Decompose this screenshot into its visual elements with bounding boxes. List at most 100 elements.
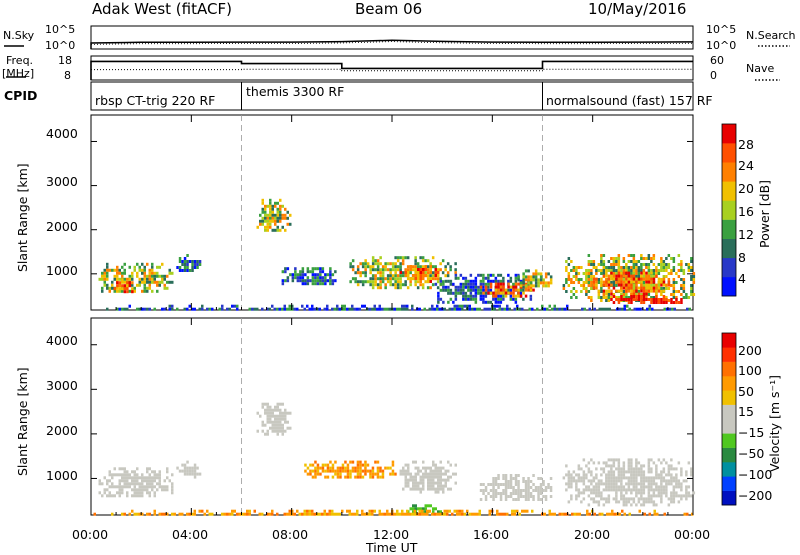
echo-cell-1-8 (548, 509, 551, 513)
echo-cell-0-10 (587, 281, 591, 284)
echo-cell-1-7 (640, 494, 643, 498)
echo-cell-0-13 (688, 307, 691, 311)
echo-cell-0-10 (667, 278, 671, 281)
echo-cell-1-5 (437, 510, 440, 514)
echo-cell-0-5 (376, 283, 380, 287)
echo-cell-1-7 (607, 497, 611, 501)
echo-cell-0-11 (620, 283, 623, 287)
echo-cell-0-9 (544, 275, 548, 279)
echo-cell-1-3 (346, 469, 350, 473)
echo-cell-0-5 (394, 286, 397, 290)
echo-cell-0-5 (371, 280, 375, 284)
echo-cell-0-12 (630, 295, 633, 298)
echo-cell-1-7 (577, 473, 581, 477)
echo-cell-0-4 (319, 279, 322, 283)
echo-cell-1-6 (487, 483, 490, 486)
echo-cell-0-0 (136, 262, 139, 266)
echo-cell-0-13 (286, 307, 289, 311)
echo-cell-0-10 (632, 257, 636, 260)
echo-cell-1-0 (166, 485, 169, 489)
echo-cell-0-7 (487, 285, 490, 289)
echo-cell-1-7 (692, 491, 696, 495)
echo-cell-1-4 (432, 484, 435, 488)
echo-cell-0-3 (259, 213, 262, 217)
echo-cell-0-5 (409, 271, 412, 275)
echo-cell-0-0 (126, 277, 129, 281)
echo-cell-1-4 (447, 478, 450, 482)
echo-cell-1-6 (499, 492, 503, 495)
echo-cell-0-0 (153, 280, 156, 284)
echo-cell-0-5 (381, 265, 385, 269)
echo-cell-1-3 (366, 469, 370, 473)
echo-cell-0-4 (319, 273, 322, 277)
echo-cell-0-10 (585, 287, 588, 290)
echo-cell-1-8 (158, 512, 161, 516)
echo-cell-1-8 (398, 512, 401, 516)
echo-cell-1-7 (622, 461, 626, 465)
echo-cell-1-7 (650, 488, 653, 492)
echo-cell-1-8 (476, 512, 479, 516)
echo-cell-1-0 (131, 470, 134, 474)
echo-cell-0-13 (411, 304, 414, 308)
echo-cell-0-10 (577, 278, 581, 281)
echo-cell-0-5 (444, 265, 447, 269)
echo-cell-1-6 (532, 489, 535, 492)
echo-cell-1-4 (412, 460, 415, 464)
echo-cell-1-0 (136, 476, 139, 480)
echo-cell-1-0 (153, 476, 156, 480)
echo-cell-0-13 (363, 304, 366, 308)
power-colorbar-frame (721, 123, 737, 297)
echo-cell-1-7 (575, 497, 578, 501)
echo-cell-1-8 (311, 512, 314, 516)
echo-cell-1-7 (650, 485, 653, 489)
echo-cell-1-0 (163, 485, 166, 489)
echo-cell-0-1 (116, 281, 119, 285)
echo-cell-0-4 (311, 273, 315, 277)
nsky-line (90, 39, 694, 49)
echo-cell-1-4 (437, 481, 440, 485)
echo-cell-0-0 (106, 271, 109, 275)
echo-cell-1-7 (575, 488, 578, 492)
echo-cell-1-0 (153, 494, 156, 498)
echo-cell-1-8 (648, 512, 651, 516)
echo-cell-1-3 (379, 475, 382, 479)
echo-cell-0-0 (113, 289, 116, 293)
echo-cell-0-5 (394, 277, 397, 281)
echo-cell-0-7 (464, 276, 468, 280)
echo-cell-1-0 (171, 488, 174, 492)
echo-cell-1-0 (133, 470, 136, 474)
echo-cell-0-0 (168, 280, 171, 284)
echo-cell-1-8 (663, 512, 666, 516)
echo-cell-0-10 (595, 266, 598, 269)
echo-cell-1-0 (156, 473, 159, 477)
echo-cell-0-11 (637, 277, 641, 281)
echo-cell-0-13 (283, 307, 286, 311)
echo-cell-1-7 (587, 479, 591, 483)
echo-cell-1-7 (627, 500, 631, 504)
echo-cell-0-4 (321, 282, 325, 286)
echo-cell-0-8 (489, 291, 493, 295)
echo-cell-0-10 (567, 263, 571, 266)
echo-cell-1-7 (625, 491, 628, 495)
echo-cell-1-2 (289, 426, 292, 430)
echo-cell-0-10 (590, 269, 593, 272)
echo-cell-0-5 (416, 286, 420, 290)
echo-cell-1-7 (612, 476, 616, 480)
echo-cell-1-7 (652, 482, 656, 486)
echo-cell-1-0 (138, 491, 141, 495)
echo-cell-0-7 (477, 273, 480, 277)
echo-cell-0-11 (657, 289, 661, 293)
echo-cell-1-2 (286, 420, 289, 424)
echo-cell-0-10 (567, 278, 571, 281)
echo-cell-1-2 (271, 426, 274, 430)
echo-cell-1-6 (509, 480, 513, 483)
echo-cell-1-7 (595, 476, 598, 480)
echo-cell-0-7 (459, 291, 463, 295)
echo-cell-1-7 (647, 491, 651, 495)
echo-cell-1-7 (665, 491, 668, 495)
echo-cell-0-0 (151, 268, 154, 272)
echo-cell-0-8 (494, 282, 498, 286)
echo-cell-0-11 (607, 274, 611, 278)
echo-cell-1-0 (146, 482, 149, 486)
echo-cell-0-13 (486, 307, 489, 311)
